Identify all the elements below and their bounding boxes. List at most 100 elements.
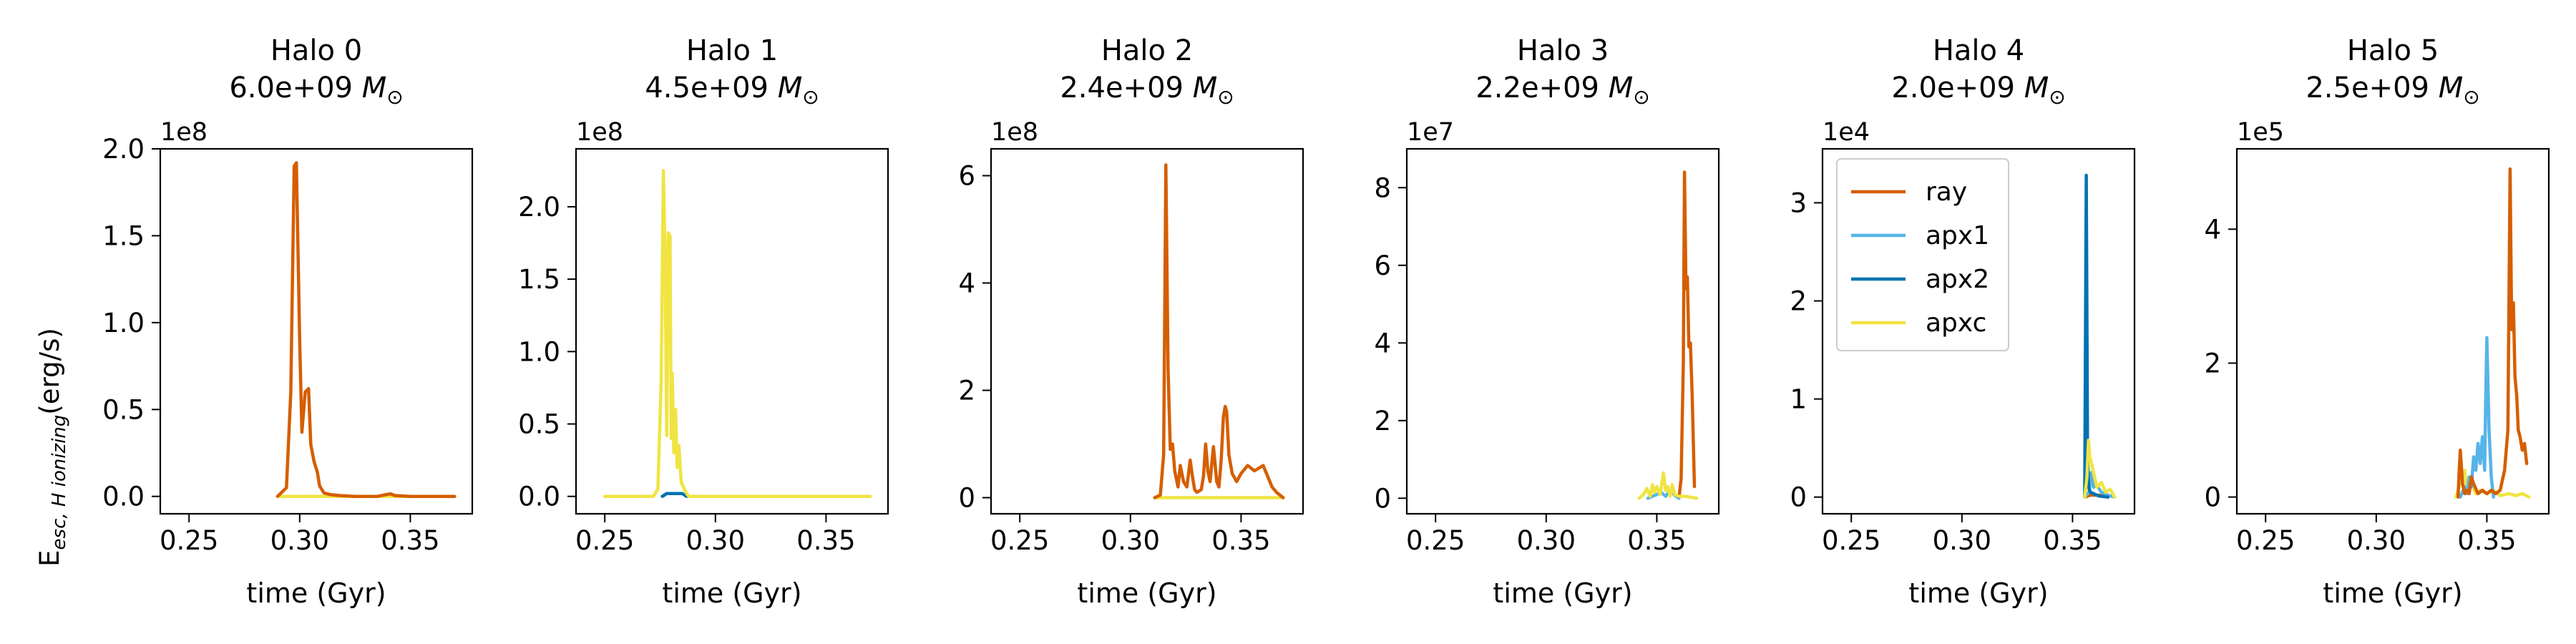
panel-mass-label: 2.2e+09 M⊙ xyxy=(1475,72,1649,109)
y-tick-label: 0 xyxy=(958,483,975,514)
series-group xyxy=(1153,163,1285,499)
y-tick-label: 0 xyxy=(1374,483,1391,514)
y-axis-label: Eesc, H ionizing(erg/s) xyxy=(34,328,70,567)
panel-title: Halo 0 xyxy=(270,34,362,67)
y-tick-label: 2 xyxy=(958,376,975,406)
x-axis-label: time (Gyr) xyxy=(1908,577,2048,609)
x-axis-label: time (Gyr) xyxy=(1077,577,1216,609)
axes-frame xyxy=(159,147,474,515)
chart-panel-halo-3: Halo 3 2.2e+09 M⊙ 1e7 0.25 0.30 0.35 0 2 4 6 8 time… xyxy=(1374,34,1720,609)
series-line-apxc xyxy=(1637,471,1699,500)
panel-mass-label: 2.0e+09 M⊙ xyxy=(1891,72,2065,109)
x-tick-label: 0.30 xyxy=(270,525,329,556)
y-tick-label: 2 xyxy=(1374,406,1391,436)
x-tick-label: 0.30 xyxy=(2347,525,2406,556)
legend: ray apx1 apx2 apxc xyxy=(1836,158,2009,351)
series-line-ray xyxy=(275,161,457,498)
y-tick-label: 0.0 xyxy=(518,482,560,512)
series-line-apxc xyxy=(602,169,872,498)
y-tick-label: 0.5 xyxy=(518,409,560,440)
x-axis-label: time (Gyr) xyxy=(246,577,386,609)
panel-title: Halo 2 xyxy=(1101,34,1193,67)
panel-title: Halo 3 xyxy=(1517,34,1609,67)
panel-mass-label: 4.5e+09 M⊙ xyxy=(645,72,819,109)
x-tick-label: 0.35 xyxy=(2043,525,2102,556)
y-scale-label: 1e8 xyxy=(576,118,623,147)
x-tick-label: 0.35 xyxy=(1211,525,1270,556)
x-tick-label: 0.25 xyxy=(1822,525,1880,556)
x-tick-label: 0.35 xyxy=(381,525,439,556)
y-tick-label: 2 xyxy=(2204,348,2221,379)
y-tick-label: 0.5 xyxy=(102,394,145,425)
x-axis-label: time (Gyr) xyxy=(1493,577,1632,609)
y-tick-label: 6 xyxy=(958,161,975,192)
series-group xyxy=(2454,167,2531,499)
axes-frame xyxy=(990,147,1304,515)
y-scale-label: 1e5 xyxy=(2237,118,2284,147)
series-line-apx1 xyxy=(2459,336,2495,499)
panel-mass-label: 6.0e+09 M⊙ xyxy=(229,72,403,109)
legend-label-apx2: apx2 xyxy=(1926,265,1989,294)
x-axis-label: time (Gyr) xyxy=(2323,577,2462,609)
legend-label-apxc: apxc xyxy=(1926,308,1986,338)
y-scale-label: 1e8 xyxy=(160,118,208,147)
y-tick-label: 0 xyxy=(2204,482,2221,513)
y-tick-label: 8 xyxy=(1374,172,1391,203)
panel-title: Halo 5 xyxy=(2347,34,2439,67)
x-tick-label: 0.30 xyxy=(686,525,745,556)
axes-frame xyxy=(575,147,889,515)
series-line-apx2 xyxy=(2083,173,2110,499)
series-line-apxc xyxy=(2083,438,2117,499)
y-tick-label: 1.5 xyxy=(102,220,145,251)
y-tick-label: 0.0 xyxy=(102,482,145,512)
series-group xyxy=(2083,173,2117,499)
x-tick-label: 0.30 xyxy=(1517,525,1576,556)
y-tick-label: 1.0 xyxy=(102,308,145,338)
y-tick-label: 4 xyxy=(2204,214,2221,245)
axes-frame xyxy=(2235,147,2550,515)
series-line-ray xyxy=(1677,170,1697,500)
x-tick-label: 0.30 xyxy=(1933,525,1991,556)
y-tick-label: 4 xyxy=(1374,328,1391,358)
chart-panel-halo-1: Halo 1 4.5e+09 M⊙ 1e8 0.25 0.30 0.35 0.0 0.5 1.0… xyxy=(518,34,889,609)
y-tick-label: 1.5 xyxy=(518,264,560,295)
y-tick-label: 0 xyxy=(1790,482,1807,513)
y-scale-label: 1e4 xyxy=(1823,118,1870,147)
x-axis-label: time (Gyr) xyxy=(662,577,801,609)
chart-panel-halo-0: Halo 0 6.0e+09 M⊙ 1e8 0.25 0.30 0.35 0.0 0.5 1.0… xyxy=(102,34,474,609)
series-group xyxy=(1637,170,1699,500)
y-tick-label: 3 xyxy=(1790,187,1807,218)
series-line-ray xyxy=(2456,167,2529,499)
axes-frame xyxy=(1405,147,1720,515)
x-tick-label: 0.35 xyxy=(796,525,855,556)
series-group xyxy=(602,169,872,498)
chart-panel-halo-5: Halo 5 2.5e+09 M⊙ 1e5 0.25 0.30 0.35 0 2 4 time (… xyxy=(2204,34,2550,609)
y-tick-label: 2 xyxy=(1790,286,1807,317)
x-tick-label: 0.35 xyxy=(1627,525,1686,556)
y-scale-label: 1e8 xyxy=(991,118,1038,147)
chart-panel-halo-4: Halo 4 2.0e+09 M⊙ 1e4 0.25 0.30 0.35 0 1 2 3 time … xyxy=(1790,34,2136,609)
y-tick-label: 1.0 xyxy=(518,336,560,367)
y-tick-label: 6 xyxy=(1374,250,1391,281)
chart-panel-halo-2: Halo 2 2.4e+09 M⊙ 1e8 0.25 0.30 0.35 0 2 4 6 time … xyxy=(958,34,1304,609)
y-scale-label: 1e7 xyxy=(1407,118,1454,147)
x-tick-label: 0.25 xyxy=(2236,525,2295,556)
x-tick-label: 0.25 xyxy=(990,525,1049,556)
series-line-apx2 xyxy=(660,492,688,498)
x-tick-label: 0.25 xyxy=(160,525,218,556)
series-group xyxy=(275,161,457,498)
x-tick-label: 0.35 xyxy=(2457,525,2516,556)
legend-label-apx1: apx1 xyxy=(1926,221,1989,250)
legend-label-ray: ray xyxy=(1926,177,1967,207)
y-tick-label: 1 xyxy=(1790,384,1807,415)
panel-mass-label: 2.4e+09 M⊙ xyxy=(1060,72,1234,109)
x-tick-label: 0.30 xyxy=(1101,525,1160,556)
axes-frame xyxy=(1821,147,2136,515)
y-tick-label: 2.0 xyxy=(102,134,145,165)
y-tick-label: 4 xyxy=(958,268,975,299)
panel-title: Halo 1 xyxy=(686,34,778,67)
panel-mass-label: 2.5e+09 M⊙ xyxy=(2306,72,2479,109)
series-line-ray xyxy=(1153,163,1285,499)
x-tick-label: 0.25 xyxy=(575,525,634,556)
